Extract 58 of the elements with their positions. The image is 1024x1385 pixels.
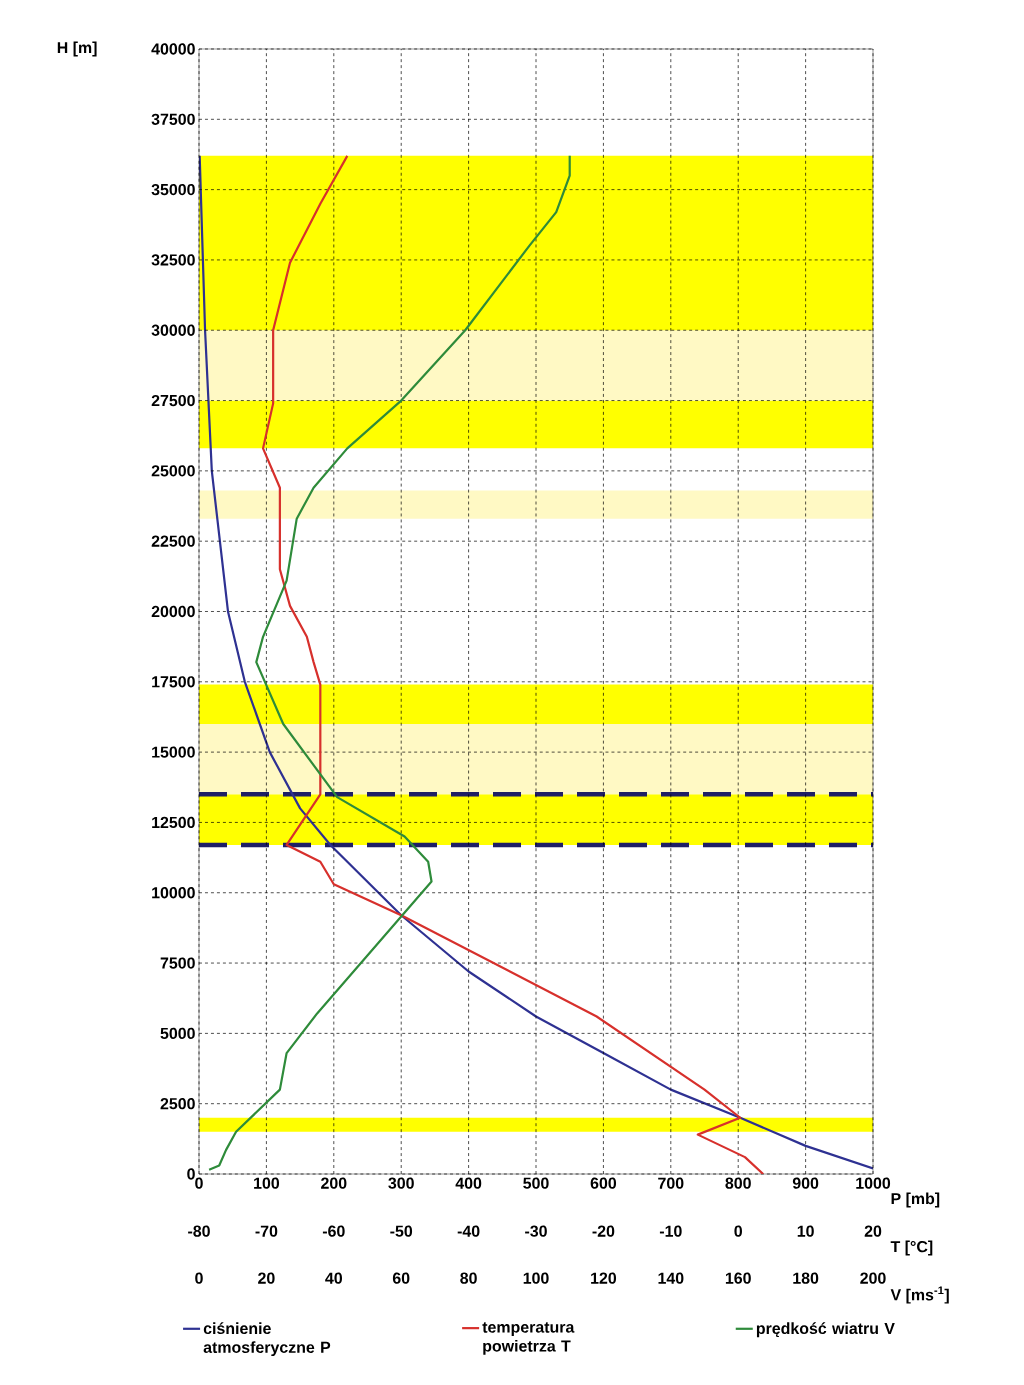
x-tick-label: -20 [592,1225,615,1237]
x-tick-label: -50 [390,1225,413,1237]
x-tick-label: 200 [860,1272,886,1284]
x-tick-label: -30 [525,1225,547,1237]
y-tick-label: 7500 [160,957,195,969]
x-tick-label: 80 [460,1272,477,1284]
y-tick-label: 0 [187,1168,195,1180]
x-tick-label: 10 [797,1225,814,1237]
y-tick-label: 27500 [151,394,195,407]
x-tick-label: -80 [188,1225,210,1237]
x-tick-label: 20 [864,1225,882,1237]
legend-label: ciśnienie atmosferyczne P [203,1322,331,1357]
y-tick-label: 30000 [151,324,195,336]
x-tick-label: -60 [322,1225,345,1237]
x-axis-title: T [°C] [890,1240,933,1256]
y-tick-label: 15000 [152,746,195,758]
y-tick-label: 17500 [152,676,195,688]
y-tick-label: 5000 [160,1027,195,1040]
x-tick-label: 0 [195,1272,203,1284]
y-tick-label: 37500 [151,113,195,125]
x-tick-label: 120 [591,1272,617,1284]
y-tick-label: 2500 [160,1098,195,1110]
x-tick-label: 500 [523,1177,549,1189]
x-axis-title: P [mb] [891,1192,940,1208]
line-series [199,154,874,1170]
y-tick-label: 40000 [151,43,195,55]
y-tick-label: 10000 [152,887,195,899]
x-tick-label: 600 [590,1177,617,1189]
x-tick-label: 140 [658,1272,684,1284]
y-tick-label: 32500 [151,254,195,266]
x-tick-label: -40 [457,1225,480,1237]
y-axis-title: H [m] [57,41,97,57]
y-tick-label: 12500 [152,816,195,829]
x-tick-label: 160 [725,1272,751,1284]
y-tick-label: 22500 [151,535,195,547]
x-tick-label: 900 [792,1177,819,1189]
y-tick-label: 20000 [151,605,195,618]
x-tick-label: 100 [523,1272,549,1284]
x-tick-label: -70 [255,1225,278,1237]
x-tick-label: 1000 [856,1177,891,1189]
x-tick-label: 700 [658,1177,684,1189]
legend-label: temperatura powietrza T [482,1322,575,1355]
y-tick-label: 25000 [151,465,195,477]
x-tick-label: -10 [659,1225,682,1237]
x-tick-label: 100 [254,1177,280,1189]
x-tick-label: 40 [325,1272,342,1284]
x-tick-label: 200 [321,1177,347,1189]
x-tick-label: 800 [725,1177,751,1189]
legend-label: prędkość wiatru V [756,1322,895,1338]
x-tick-label: 20 [258,1272,275,1284]
x-tick-label: 60 [392,1272,410,1284]
x-tick-label: 0 [195,1177,203,1189]
x-tick-label: 300 [388,1177,414,1189]
x-axis-title: V [ms$^{-1}$] [890,1286,949,1304]
x-tick-label: 0 [734,1225,742,1237]
y-tick-label: 35000 [151,183,195,196]
x-tick-label: 180 [793,1272,819,1284]
x-tick-label: 400 [455,1177,482,1189]
